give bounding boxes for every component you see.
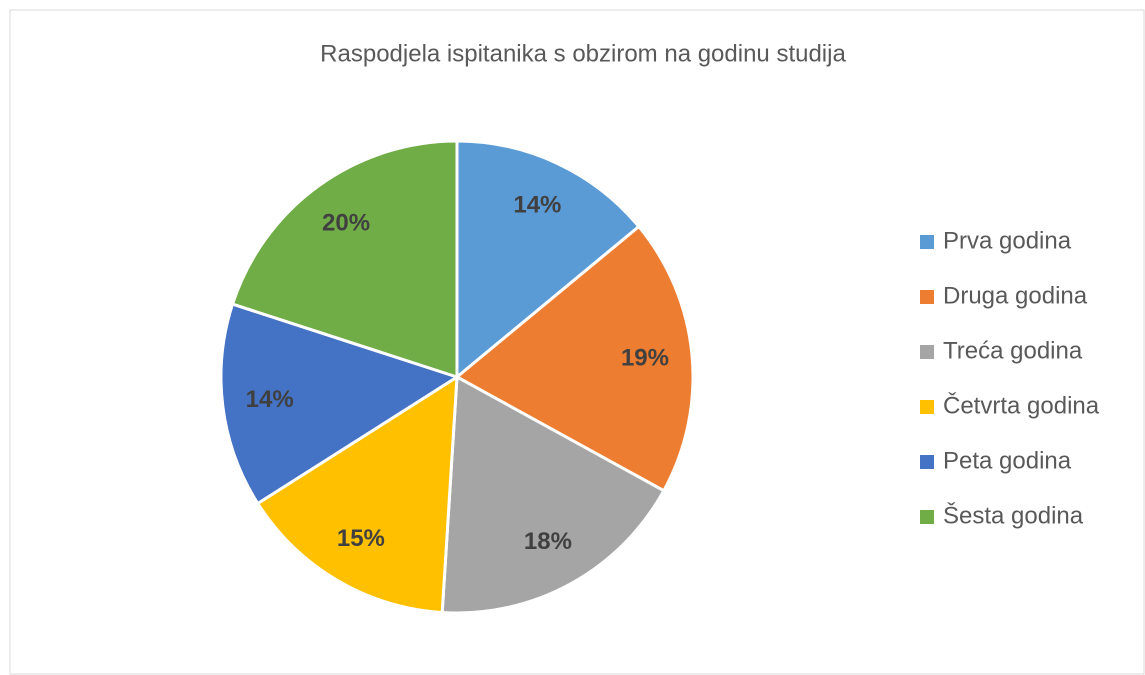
data-label: 14%: [513, 192, 561, 219]
data-label: 18%: [524, 528, 572, 555]
data-label: 19%: [621, 345, 669, 372]
legend-label: Treća godina: [943, 337, 1083, 364]
legend-swatch: [920, 290, 934, 304]
legend-swatch: [920, 400, 934, 414]
legend-label: Prva godina: [943, 227, 1072, 254]
pie-slice: [440, 374, 666, 615]
legend-label: Šesta godina: [943, 501, 1084, 529]
data-label: 20%: [322, 210, 370, 237]
legend-label: Druga godina: [943, 282, 1088, 309]
pie-slice: [230, 139, 459, 380]
legend-swatch: [920, 455, 934, 469]
legend-swatch: [920, 345, 934, 359]
pie-slice: [454, 224, 695, 493]
data-label: 15%: [337, 525, 385, 552]
pie-slice: [455, 139, 641, 381]
legend-label: Peta godina: [943, 447, 1072, 474]
legend-label: Četvrta godina: [943, 391, 1100, 419]
data-label: 14%: [246, 386, 294, 413]
legend-swatch: [920, 510, 934, 524]
chart-title: Raspodjela ispitanika s obzirom na godin…: [320, 40, 846, 67]
legend-swatch: [920, 235, 934, 249]
pie-slice: [219, 302, 461, 506]
pie-slice: [255, 374, 459, 615]
